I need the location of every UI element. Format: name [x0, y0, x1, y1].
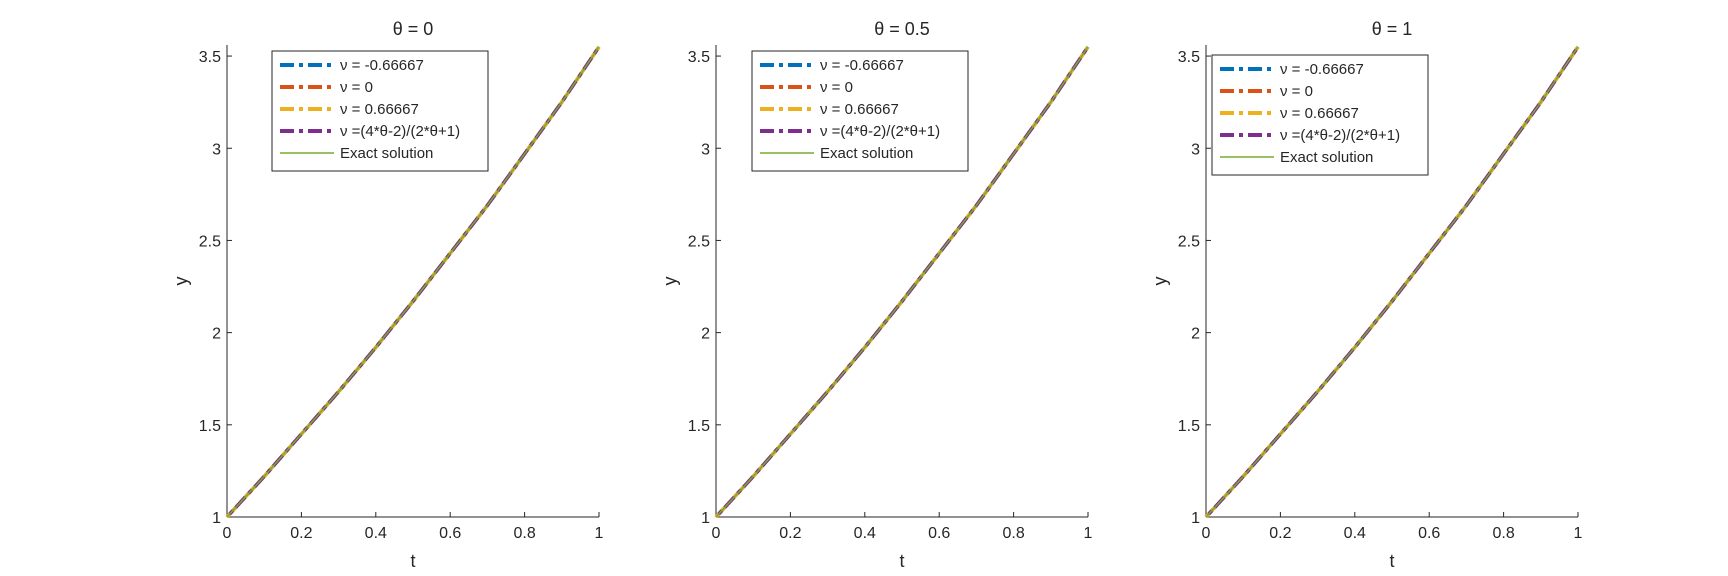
x-tick-label: 0.8 [1492, 525, 1514, 542]
x-axis-label: t [410, 551, 415, 571]
x-tick-label: 0 [1202, 525, 1211, 542]
y-tick-label: 2 [212, 326, 221, 343]
subplot-theta-0: 0 0.2 0.4 0.6 0.8 1 1 1.5 2 2.5 3 3.5 θ = 0 t y ν … [171, 19, 604, 571]
y-tick-label: 2.5 [1178, 233, 1200, 250]
chart-title: θ = 1 [1372, 19, 1413, 39]
y-tick-label: 2.5 [199, 233, 221, 250]
legend-label-0: ν = -0.66667 [340, 57, 424, 74]
y-tick-label: 3 [1191, 141, 1200, 158]
subplot-theta-0.5: 0 0.2 0.4 0.6 0.8 1 11.522.533.5 θ = 0.5 t y … [660, 19, 1093, 571]
x-tick-label: 0.2 [290, 525, 312, 542]
legend-items: ν = -0.66667 ν = 0 ν = 0.66667 ν =(4*θ-2)/(… [1220, 61, 1400, 166]
x-tick-label: 1 [595, 525, 604, 542]
y-axis-label: y [171, 277, 191, 286]
x-tick-label: 0.8 [513, 525, 535, 542]
x-tick-label: 0.4 [854, 525, 876, 542]
y-tick-label: 3.5 [688, 49, 710, 66]
axes-frame [226, 45, 599, 518]
x-tick-label: 1 [1084, 525, 1093, 542]
legend-items: ν = -0.66667 ν = 0 ν = 0.66667 ν =(4*θ-2)/(… [760, 57, 940, 162]
legend-label-1: ν = 0 [1280, 83, 1313, 100]
x-tick-label: 0.4 [1344, 525, 1366, 542]
y-tick-label: 2 [701, 326, 710, 343]
series-lines [225, 45, 601, 519]
legend-label-2: ν = 0.66667 [340, 101, 419, 118]
x-axis-label: t [1389, 551, 1394, 571]
x-tick-labels: 0 0.2 0.4 0.6 0.8 1 [223, 525, 604, 542]
y-tick-label: 2.5 [688, 233, 710, 250]
tick-marks [715, 55, 1089, 518]
legend-label-0: ν = -0.66667 [1280, 61, 1364, 78]
y-tick-labels: 1 1.5 2 2.5 3 3.5 [1178, 49, 1200, 527]
y-tick-label: 1.5 [688, 418, 710, 435]
legend-label-4: Exact solution [340, 145, 433, 162]
y-tick-label: 3.5 [1178, 49, 1200, 66]
x-tick-label: 0.4 [365, 525, 387, 542]
tick-marks [1205, 55, 1579, 518]
series-line-4 [226, 46, 600, 518]
legend-label-1: ν = 0 [340, 79, 373, 96]
x-tick-label: 0.2 [779, 525, 801, 542]
subplot-theta-1: 0 0.2 0.4 0.6 0.8 1 1 1.5 2 2.5 3 3.5 θ = 1 t y ν … [1150, 19, 1583, 571]
y-tick-labels: 1 1.5 2 2.5 3 3.5 [688, 49, 710, 527]
legend: ν = -0.66667 ν = 0 ν = 0.66667 ν =(4*θ-2)/(… [271, 50, 489, 172]
x-tick-label: 1 [1574, 525, 1583, 542]
y-tick-labels: 1 1.5 2 2.5 3 3.5 [199, 49, 221, 527]
legend-label-1: ν = 0 [820, 79, 853, 96]
y-tick-label: 3.5 [199, 49, 221, 66]
y-tick-label: 1.5 [199, 418, 221, 435]
x-tick-label: 0 [712, 525, 721, 542]
y-tick-label: 3 [212, 141, 221, 158]
legend: ν = -0.66667 ν = 0 ν = 0.66667 ν =(4*θ-2)/(… [751, 50, 969, 172]
y-tick-label: 1 [212, 510, 221, 527]
legend-label-3: ν =(4*θ-2)/(2*θ+1) [820, 123, 940, 140]
legend: ν = -0.66667 ν = 0 ν = 0.66667 ν =(4*θ-2)/(… [1211, 54, 1429, 176]
x-tick-label: 0.6 [1418, 525, 1440, 542]
x-axis-label: t [899, 551, 904, 571]
series-lines [1204, 45, 1580, 519]
legend-label-2: ν = 0.66667 [820, 101, 899, 118]
y-axis-label: y [1150, 277, 1170, 286]
y-tick-label: 1 [701, 510, 710, 527]
y-tick-label: 1.5 [1178, 418, 1200, 435]
series-line-4 [715, 46, 1089, 518]
legend-label-0: ν = -0.66667 [820, 57, 904, 74]
x-tick-label: 0.2 [1269, 525, 1291, 542]
x-tick-label: 0.6 [439, 525, 461, 542]
x-tick-label: 0.8 [1002, 525, 1024, 542]
y-tick-label: 3 [701, 141, 710, 158]
legend-label-2: ν = 0.66667 [1280, 105, 1359, 122]
axes-frame [1205, 45, 1578, 518]
legend-label-3: ν =(4*θ-2)/(2*θ+1) [340, 123, 460, 140]
series-lines [714, 45, 1090, 519]
legend-label-4: Exact solution [1280, 149, 1373, 166]
y-tick-label: 1 [1191, 510, 1200, 527]
y-tick-label: 2 [1191, 326, 1200, 343]
x-tick-label: 0.6 [928, 525, 950, 542]
legend-label-4: Exact solution [820, 145, 913, 162]
x-tick-label: 0 [223, 525, 232, 542]
chart-title: θ = 0.5 [874, 19, 930, 39]
legend-items: ν = -0.66667 ν = 0 ν = 0.66667 ν =(4*θ-2)/(… [280, 57, 460, 162]
tick-marks [226, 55, 600, 518]
x-tick-labels: 0 0.2 0.4 0.6 0.8 1 [712, 525, 1093, 542]
chart-title: θ = 0 [393, 19, 434, 39]
series-line-4 [1205, 46, 1579, 518]
axes-frame [715, 45, 1088, 518]
y-axis-label: y [660, 277, 680, 286]
x-tick-labels: 0 0.2 0.4 0.6 0.8 1 [1202, 525, 1583, 542]
legend-label-3: ν =(4*θ-2)/(2*θ+1) [1280, 127, 1400, 144]
